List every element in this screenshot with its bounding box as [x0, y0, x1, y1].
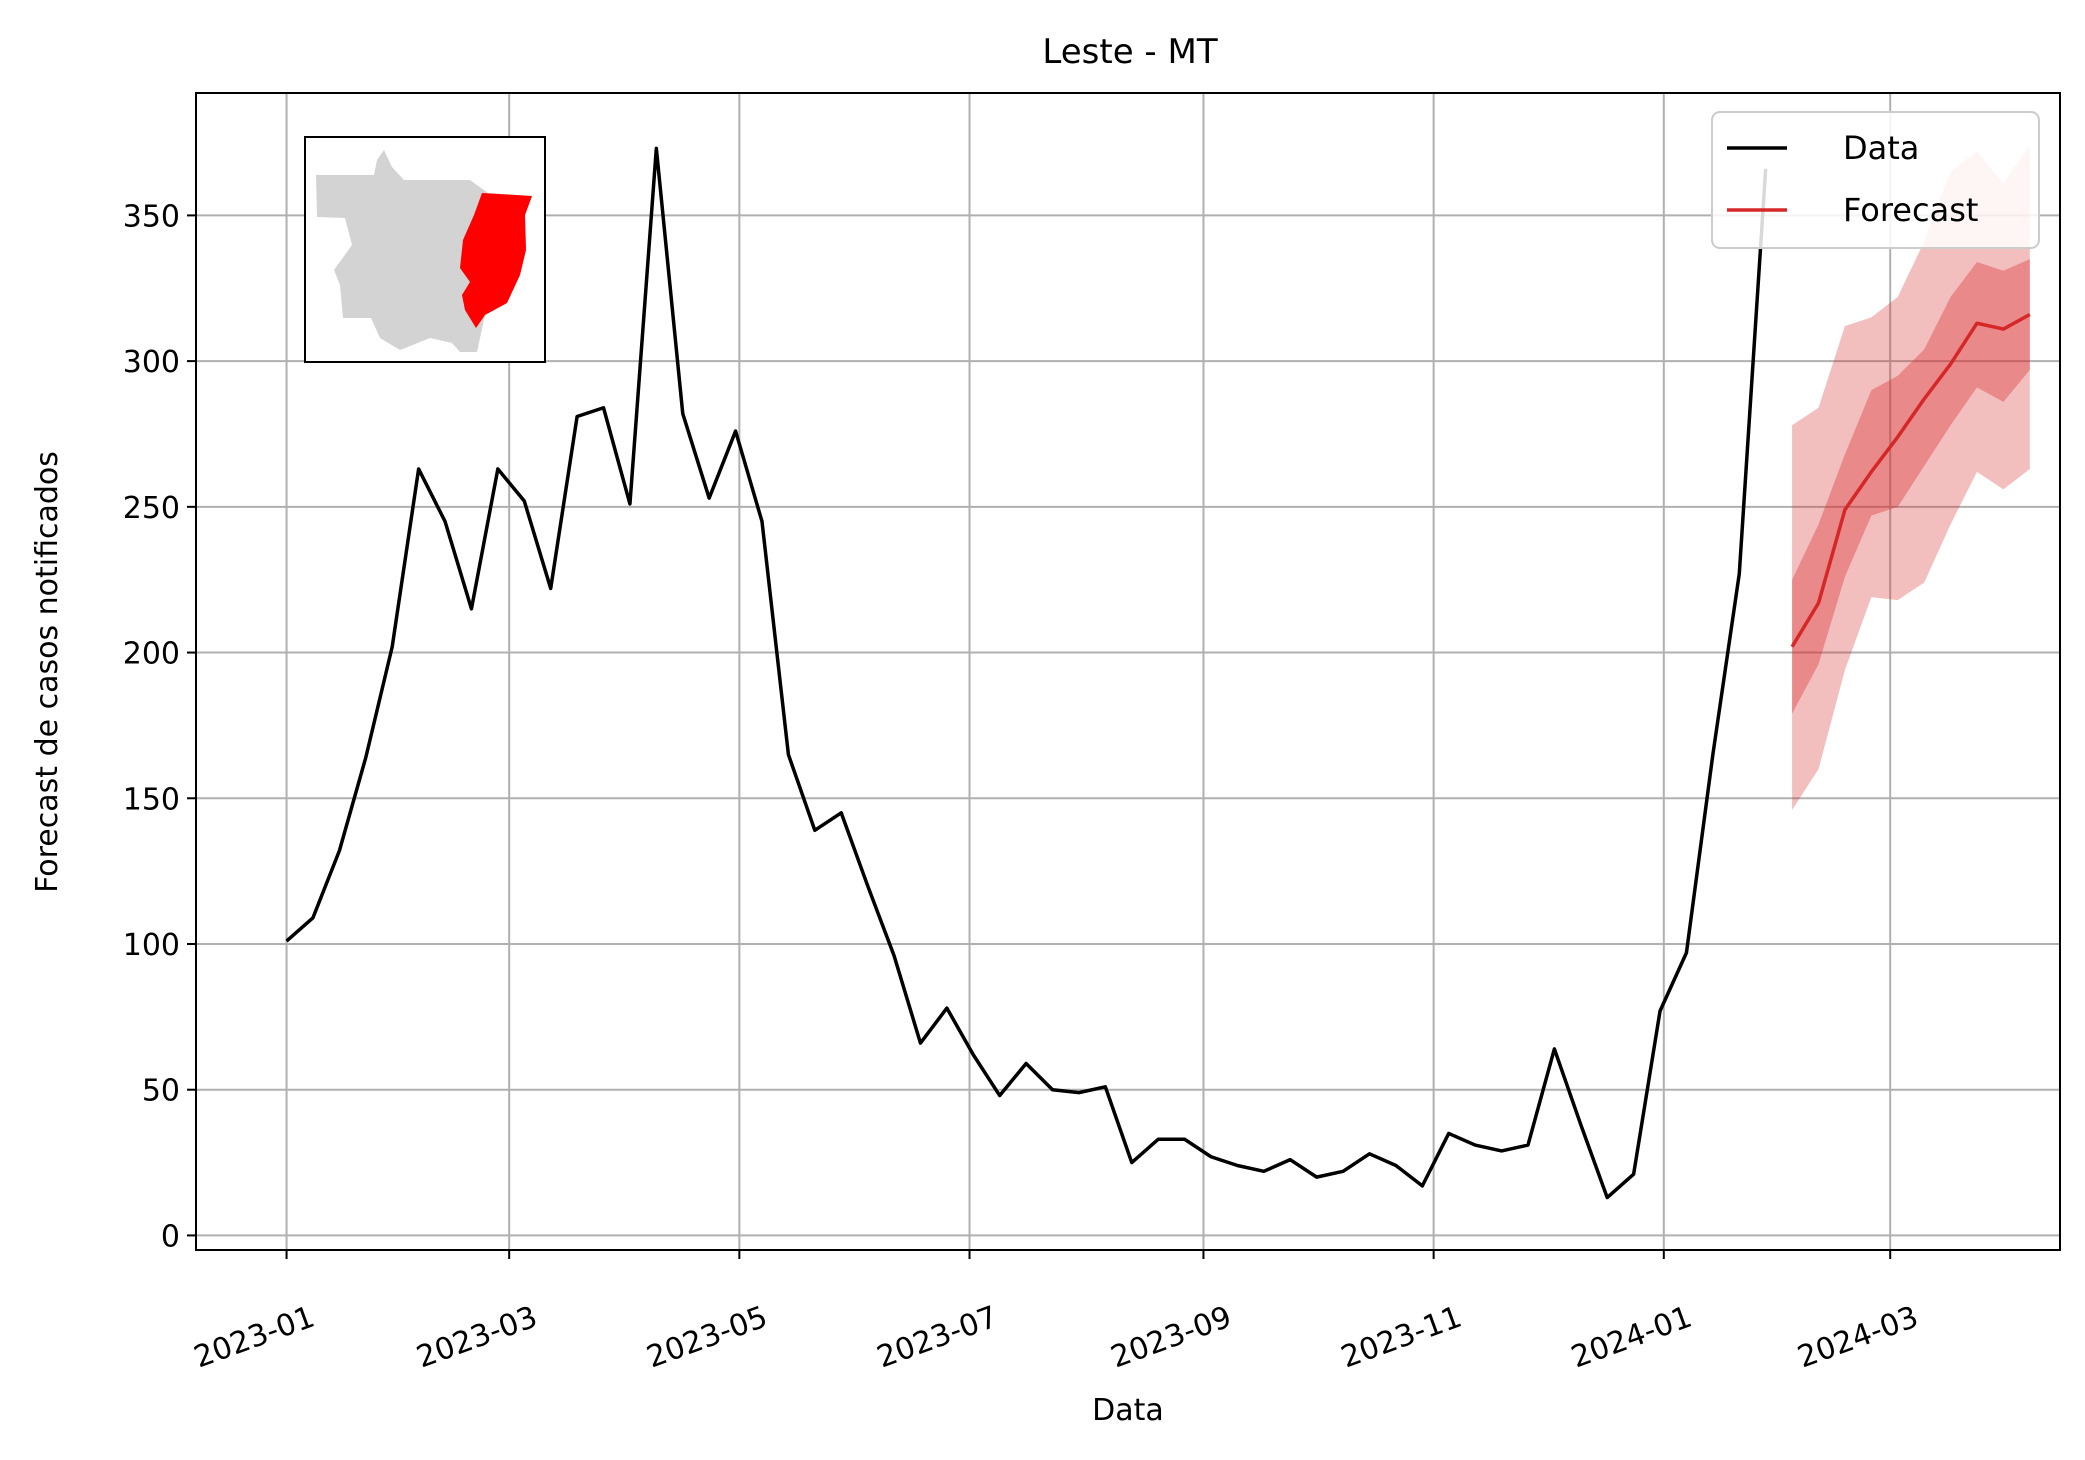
- plot-frame: [195, 92, 2061, 1251]
- legend: Data Forecast: [1711, 111, 2040, 249]
- forecast-bands: [1792, 145, 2030, 810]
- series-lines: [285, 146, 2031, 1200]
- legend-data-label: Data: [1843, 129, 1919, 167]
- y-tick-label: 200: [123, 637, 180, 672]
- inset-map: [304, 136, 546, 363]
- y-axis-ticks: 0 50 100 150 200 250 300 350: [123, 199, 196, 1254]
- y-tick-label: 0: [161, 1219, 180, 1254]
- forecast-outer-band: [1792, 145, 2030, 810]
- legend-forecast-label: Forecast: [1843, 191, 1978, 229]
- forecast-inner-band: [1792, 259, 2030, 714]
- x-axis-label: Data: [1092, 1393, 1164, 1428]
- y-tick-label: 100: [123, 928, 180, 963]
- chart-title: Leste - MT: [1042, 32, 1217, 72]
- grid: [196, 93, 2060, 1250]
- y-tick-label: 150: [123, 782, 180, 817]
- map-highlight-region-icon: [460, 193, 532, 328]
- y-tick-label: 350: [123, 199, 180, 234]
- data-series-line: [285, 146, 1768, 1200]
- y-tick-label: 250: [123, 491, 180, 526]
- legend-box: [1711, 111, 2040, 249]
- y-axis-label: Forecast de casos notificados: [30, 451, 65, 893]
- y-tick-label: 50: [142, 1074, 180, 1109]
- y-tick-label: 300: [123, 345, 180, 380]
- forecast-series-line: [1790, 312, 2031, 648]
